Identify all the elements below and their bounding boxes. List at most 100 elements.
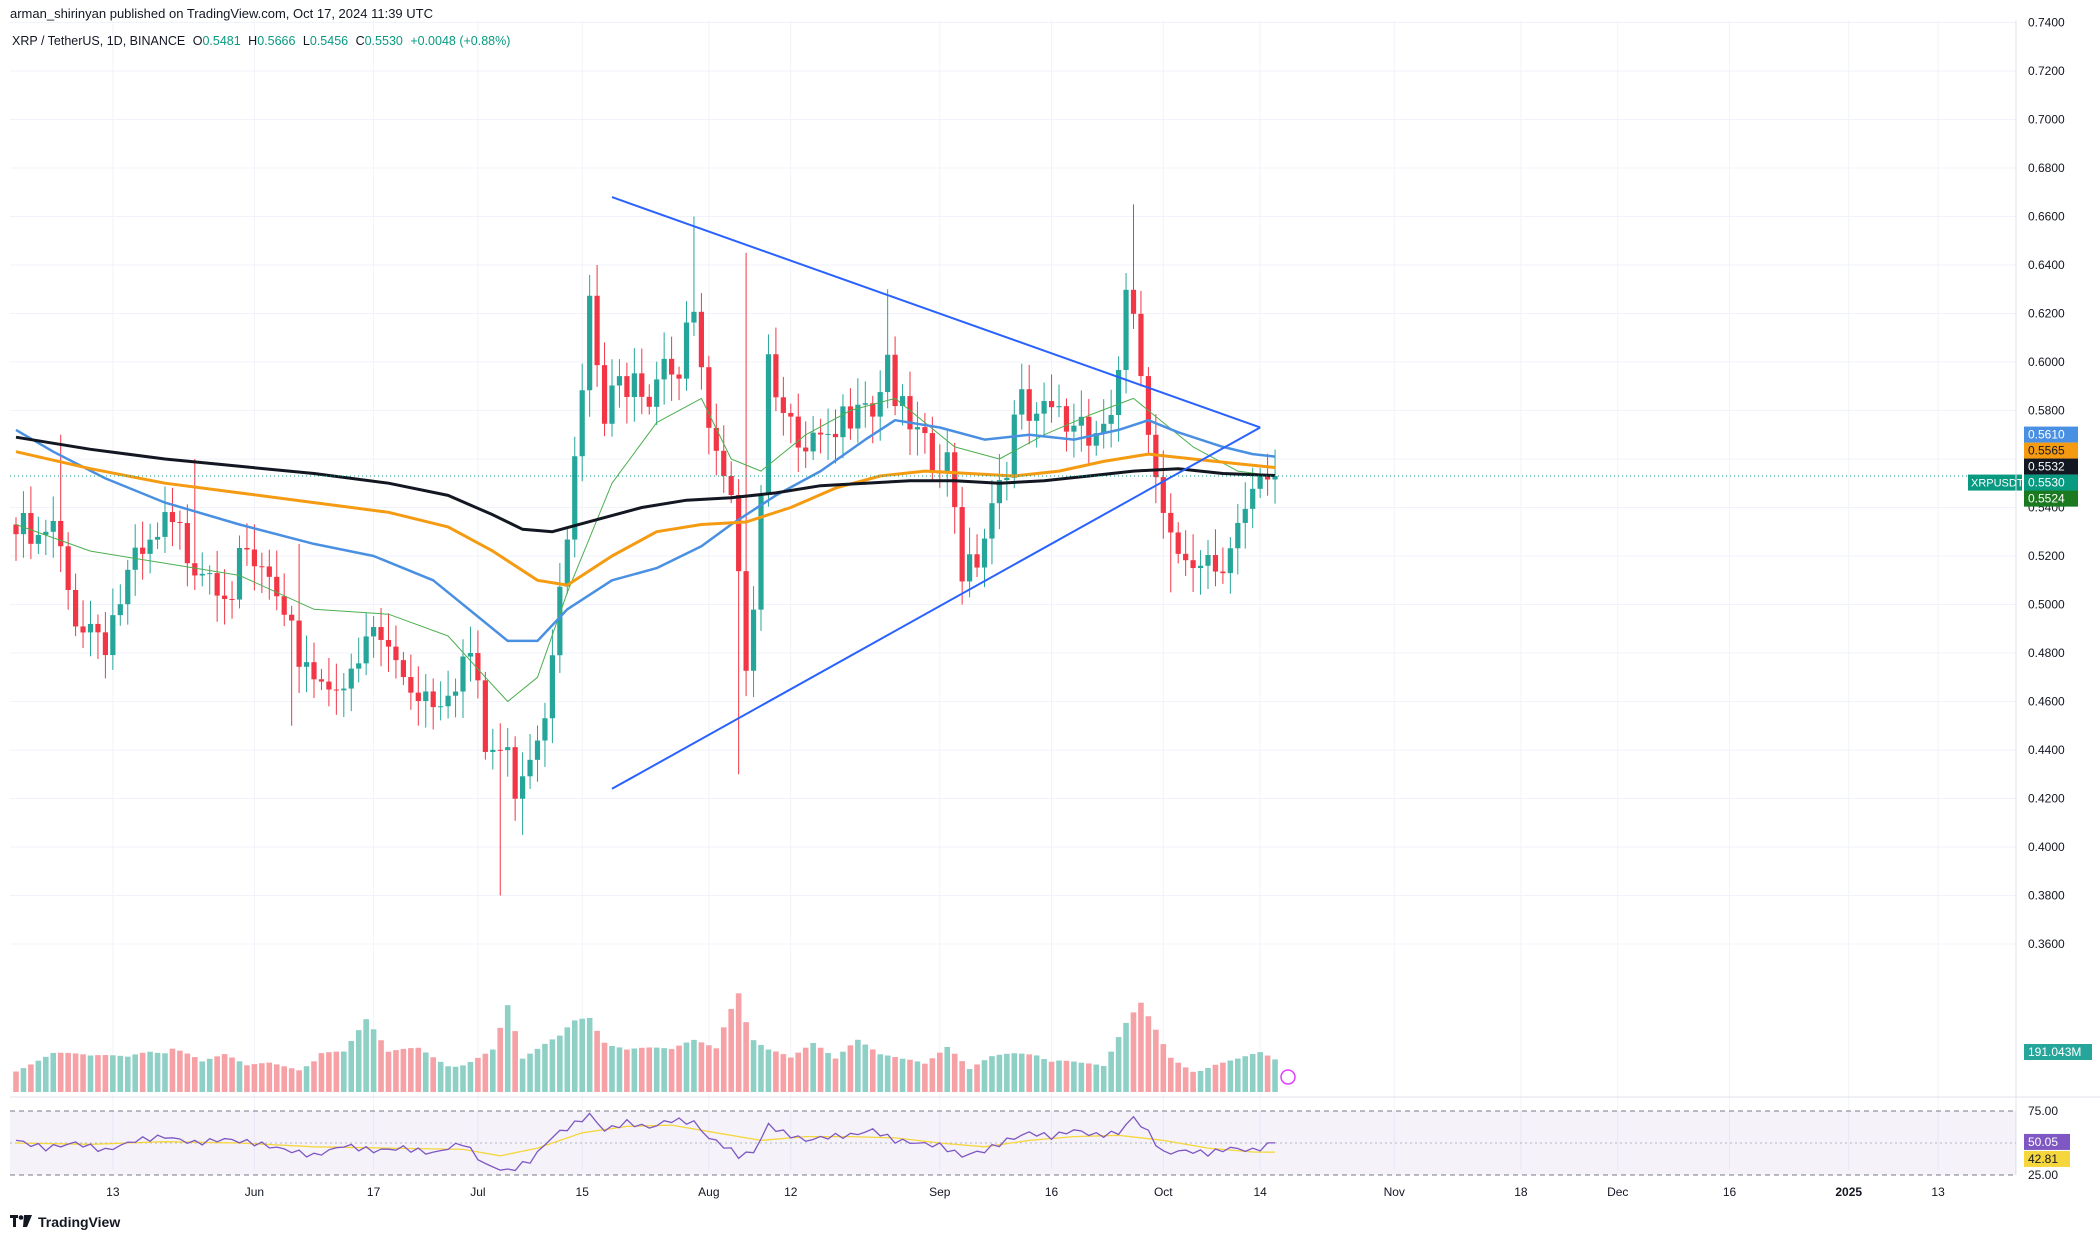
volume-bar: [482, 1053, 489, 1092]
volume-bar: [527, 1053, 533, 1092]
candle-body: [1212, 555, 1219, 572]
volume-bar: [817, 1047, 824, 1092]
time-axis-tick: 14: [1253, 1185, 1267, 1199]
ohlc-change: +0.0048 (+0.88%): [410, 34, 511, 48]
axis-price-label: [2024, 458, 2078, 475]
candle-body: [691, 311, 697, 323]
price-axis-tick: 0.4400: [2028, 743, 2065, 757]
volume-bar: [326, 1052, 332, 1092]
volume-bar: [385, 1051, 392, 1092]
volume-bar: [1182, 1067, 1189, 1092]
tradingview-logo[interactable]: TradingView: [10, 1214, 120, 1230]
volume-bar: [825, 1052, 831, 1092]
volume-bar: [653, 1047, 660, 1092]
volume-bar: [20, 1068, 27, 1092]
volume-bar: [65, 1052, 71, 1092]
time-axis-tick: 16: [1723, 1185, 1737, 1199]
volume-bar: [735, 993, 742, 1092]
candle-body: [147, 539, 153, 554]
candle-body: [400, 660, 406, 678]
candle-body: [95, 623, 101, 633]
rsi-axis-tick: 75.00: [2028, 1104, 2058, 1118]
volume-bar: [1018, 1053, 1025, 1092]
candle-body: [505, 747, 511, 751]
volume-bar: [698, 1042, 705, 1092]
candle-body: [736, 495, 742, 572]
volume-bar: [1235, 1058, 1241, 1092]
volume-bar: [1115, 1037, 1122, 1092]
candle-body: [311, 662, 317, 680]
candle-body: [207, 573, 213, 575]
candle-body: [1168, 512, 1174, 533]
volume-bar: [706, 1045, 712, 1092]
volume-bar: [154, 1052, 161, 1092]
candle-body: [35, 534, 41, 544]
volume-bar: [415, 1047, 422, 1092]
volume-bar: [50, 1052, 57, 1092]
candle-body: [773, 354, 779, 398]
volume-bar: [869, 1049, 876, 1092]
volume-bar: [1138, 1002, 1144, 1092]
volume-bar: [273, 1064, 280, 1092]
axis-price-label-text: 0.5532: [2028, 460, 2065, 474]
candle-body: [713, 427, 719, 451]
volume-bar: [519, 1058, 526, 1092]
volume-bar: [974, 1064, 980, 1092]
volume-bar: [1160, 1044, 1167, 1092]
candle-body: [885, 354, 891, 393]
candle-body: [251, 549, 257, 567]
candle-body: [467, 653, 474, 657]
volume-bar: [244, 1065, 250, 1092]
price-axis-tick: 0.5800: [2028, 404, 2065, 418]
price-axis-tick: 0.7200: [2028, 64, 2065, 78]
volume-bar: [1197, 1070, 1204, 1092]
volume-bar: [892, 1057, 898, 1092]
time-axis-tick: Sep: [929, 1185, 951, 1199]
candle-body: [184, 523, 190, 564]
volume-bar: [288, 1068, 295, 1092]
symbol-legend[interactable]: XRP / TetherUS, 1D, BINANCE O0.5481 H0.5…: [12, 34, 510, 48]
volume-bar: [124, 1056, 131, 1092]
candle-body: [914, 427, 921, 430]
volume-last-label-text: 191.043M: [2028, 1045, 2081, 1059]
candle-body: [1116, 369, 1122, 415]
volume-bar: [1108, 1051, 1114, 1092]
volume-bar: [1257, 1052, 1263, 1092]
candle-body: [855, 404, 861, 429]
candle-body: [1138, 313, 1144, 377]
candle-body: [266, 566, 272, 577]
candle-body: [1130, 289, 1137, 314]
volume-bar: [110, 1055, 116, 1092]
price-axis-tick: 0.4000: [2028, 840, 2065, 854]
volume-bar: [899, 1058, 906, 1092]
ohlc-open-value: 0.5481: [202, 34, 241, 48]
candle-body: [460, 656, 466, 692]
axis-price-label: [2024, 426, 2078, 443]
axis-price-label-text: 0.5524: [2028, 492, 2065, 506]
candle-body: [601, 365, 608, 424]
rsi-axis-tick: 25.00: [2028, 1168, 2058, 1182]
candle-body: [1086, 416, 1092, 446]
volume-bar: [1205, 1067, 1211, 1092]
volume-bar: [571, 1020, 578, 1092]
volume-bar: [661, 1048, 667, 1092]
candle-body: [981, 538, 988, 568]
volume-bar: [624, 1049, 630, 1092]
ohlc-low-label: L: [302, 34, 310, 48]
candle-body: [162, 512, 168, 537]
candle-body: [624, 376, 630, 397]
symbol-tag: [1968, 474, 2022, 491]
time-axis-tick: Nov: [1384, 1185, 1405, 1199]
time-axis-tick: Dec: [1607, 1185, 1628, 1199]
candle-body: [1160, 477, 1166, 513]
volume-bar: [117, 1055, 124, 1092]
volume-bar: [1093, 1064, 1100, 1092]
candle-body: [639, 373, 645, 397]
volume-bar: [542, 1043, 548, 1092]
volume-bar: [743, 1022, 749, 1092]
volume-bar: [281, 1066, 287, 1092]
price-axis-tick: 0.3600: [2028, 937, 2065, 951]
volume-bar: [795, 1052, 802, 1092]
volume-bar: [132, 1054, 138, 1092]
